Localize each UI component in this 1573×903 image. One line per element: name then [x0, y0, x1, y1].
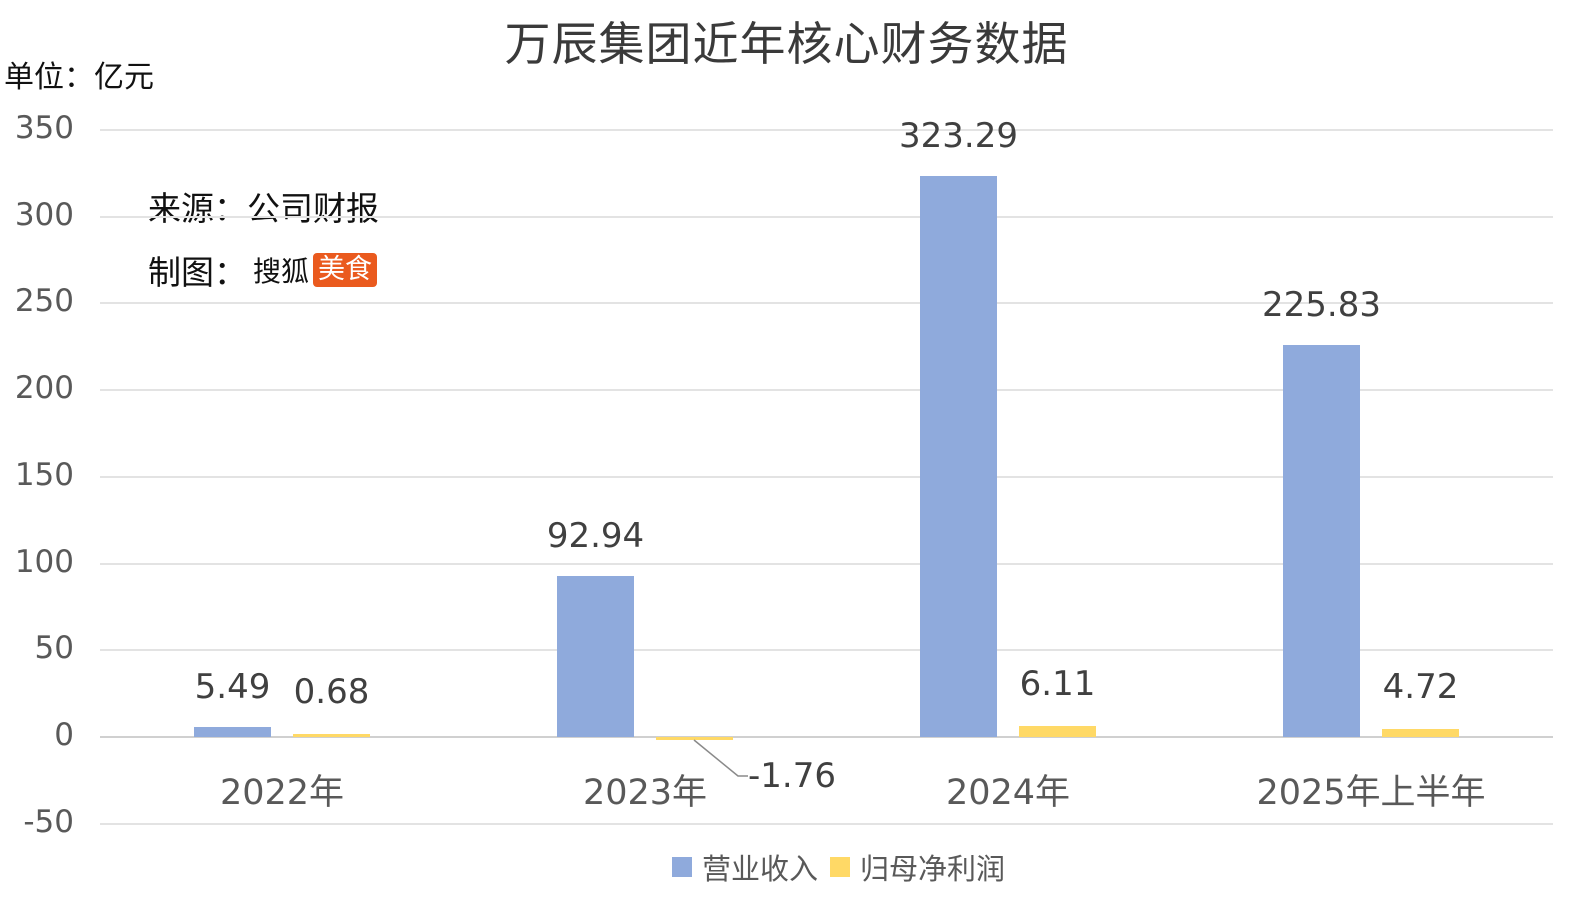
gridline [100, 736, 1553, 738]
x-category-label: 2025年上半年 [1256, 773, 1486, 813]
y-tick-label: 150 [14, 456, 74, 493]
legend-item-revenue: 营业收入 [672, 846, 818, 888]
gridline [100, 302, 1553, 305]
unit-label: 单位：亿元 [4, 60, 154, 95]
legend-item-net-profit: 归母净利润 [830, 846, 1005, 888]
chart-title: 万辰集团近年核心财务数据 [504, 17, 1069, 71]
data-label-net-profit: 4.72 [1382, 666, 1459, 707]
bar-revenue [1283, 345, 1360, 737]
legend: 营业收入 归母净利润 [672, 846, 1017, 888]
x-category-label: 2022年 [219, 773, 345, 813]
y-tick-label: 350 [14, 110, 74, 146]
data-label-revenue: 5.49 [194, 667, 271, 708]
data-label-net-profit: 0.68 [293, 672, 370, 712]
maker-label: 制图： 搜狐 美食 [148, 246, 378, 294]
maker-prefix: 制图： [148, 253, 247, 292]
gridline [100, 822, 1553, 825]
gridline [100, 475, 1553, 478]
maker-badge: 美食 [313, 253, 378, 287]
y-tick-label: 300 [14, 196, 74, 233]
bar-net-profit [1019, 726, 1096, 737]
y-tick-label: 200 [14, 370, 74, 407]
x-category-label: 2023年 [582, 773, 708, 813]
legend-label-net-profit: 归母净利润 [860, 852, 1006, 886]
gridline [100, 649, 1553, 652]
data-label-revenue: 323.29 [899, 116, 1018, 157]
bar-net-profit [293, 734, 370, 737]
gridline [100, 129, 1553, 131]
legend-label-revenue: 营业收入 [702, 852, 819, 886]
data-label-net-profit: 6.11 [1019, 664, 1096, 705]
bar-net-profit [656, 737, 733, 741]
bar-revenue [557, 575, 634, 737]
gridline [100, 389, 1553, 392]
bar-revenue [920, 176, 997, 737]
legend-swatch-net-profit [830, 857, 851, 877]
data-label-revenue: 225.83 [1262, 285, 1381, 326]
data-label-revenue: 92.94 [546, 515, 645, 556]
source-label: 来源：公司财报 [148, 189, 379, 228]
y-tick-label: 250 [14, 283, 74, 320]
gridline [100, 215, 1553, 218]
gridline [100, 562, 1553, 565]
maker-brand: 搜狐 [253, 255, 310, 288]
y-tick-label: 50 [34, 630, 74, 667]
y-tick-label: 100 [14, 543, 74, 580]
legend-swatch-revenue [672, 857, 692, 877]
y-tick-label: -50 [23, 803, 74, 840]
bar-revenue [194, 727, 271, 737]
data-label-net-profit: -1.76 [748, 756, 836, 796]
bar-net-profit [1382, 728, 1459, 737]
x-category-label: 2024年 [945, 773, 1071, 813]
y-tick-label: 0 [54, 717, 74, 753]
